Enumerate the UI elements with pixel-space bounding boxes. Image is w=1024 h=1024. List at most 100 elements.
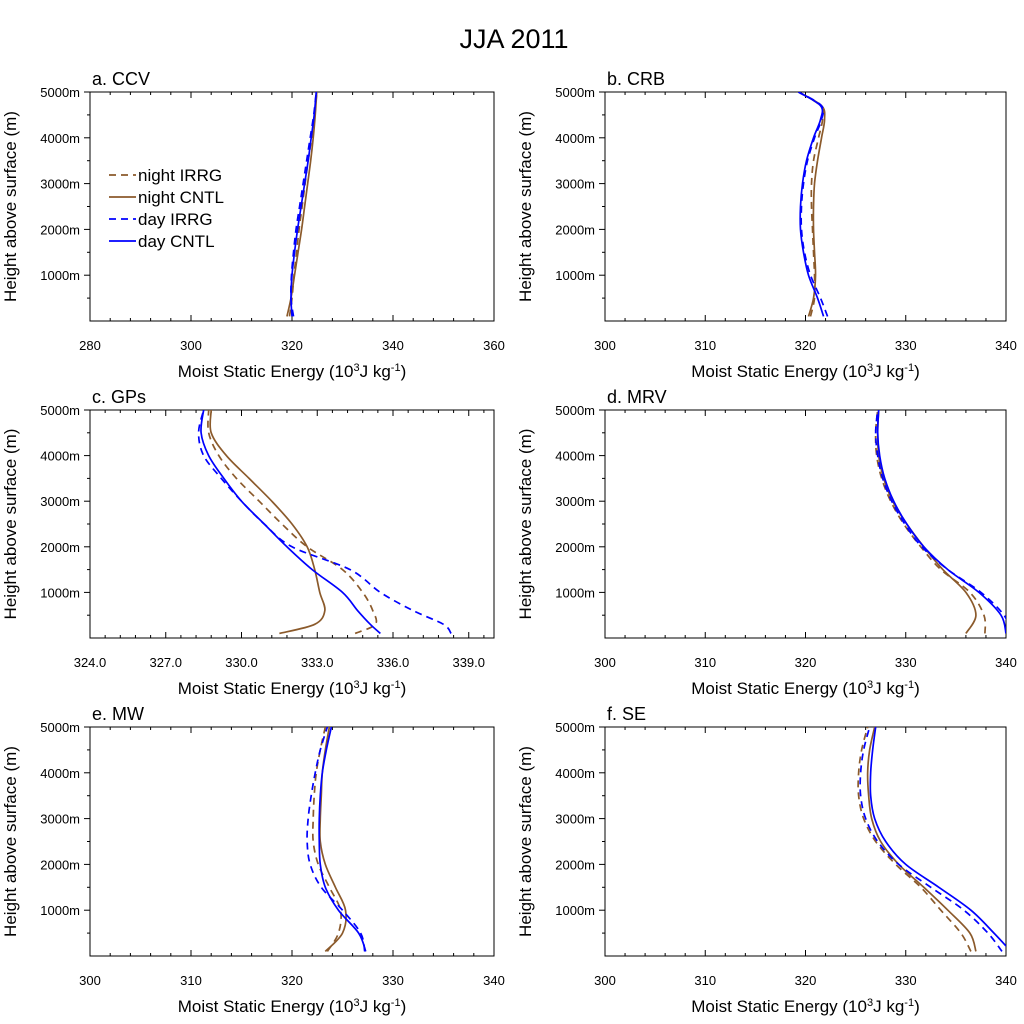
series-line-night-cntl xyxy=(866,727,977,952)
x-axis-label: Moist Static Energy (103J kg-1) xyxy=(178,679,407,698)
y-tick-label: 3000m xyxy=(555,494,595,509)
series-line-night-irrg xyxy=(857,727,972,952)
legend-label-night-irrg: night IRRG xyxy=(138,166,222,185)
legend-label-day-cntl: day CNTL xyxy=(138,232,215,251)
y-tick-label: 4000m xyxy=(555,449,595,464)
y-tick-label: 3000m xyxy=(40,812,80,827)
plot-frame xyxy=(604,91,1007,322)
x-tick-label: 320 xyxy=(795,973,817,988)
y-tick-label: 3000m xyxy=(555,177,595,192)
series-line-night-irrg xyxy=(207,410,378,635)
y-axis-label: Height above surface (m) xyxy=(1,746,20,937)
panel-title: e. MW xyxy=(92,704,144,724)
panel-ccv: a. CCV 280 300 320 340 360 1000m 2000m 3000m 4000… xyxy=(1,69,505,381)
y-tick-label: 5000m xyxy=(555,85,595,100)
x-tick-label: 330 xyxy=(382,973,404,988)
y-tick-label: 5000m xyxy=(40,85,80,100)
series-line-day-cntl xyxy=(200,410,381,635)
panel-title: d. MRV xyxy=(607,387,667,407)
series-line-day-cntl xyxy=(290,92,318,317)
panel-mw: e. MW 300 310 320 330 340 1000m 2000m 3000m 4000m… xyxy=(1,704,505,1016)
series-line-day-cntl xyxy=(798,92,825,317)
x-tick-label: 324.0 xyxy=(74,655,107,670)
x-tick-label: 360 xyxy=(483,338,505,353)
panels: a. CCV 280 300 320 340 360 1000m 2000m 3000m 4000… xyxy=(1,69,1017,1016)
legend: night IRRG night CNTL day IRRG day CNTL xyxy=(109,166,224,251)
series-line-night-irrg xyxy=(874,410,987,634)
x-tick-label: 300 xyxy=(79,973,101,988)
x-axis-label: Moist Static Energy (103J kg-1) xyxy=(691,679,920,698)
y-tick-label: 1000m xyxy=(40,585,80,600)
series-line-night-cntl xyxy=(286,92,318,317)
x-tick-label: 300 xyxy=(594,655,616,670)
figure-title: JJA 2011 xyxy=(459,24,568,54)
series-line-day-cntl xyxy=(869,727,1006,948)
x-tick-label: 336.0 xyxy=(377,655,410,670)
y-tick-label: 2000m xyxy=(555,540,595,555)
x-axis-label: Moist Static Energy (103J kg-1) xyxy=(178,997,407,1016)
y-tick-label: 3000m xyxy=(40,494,80,509)
panel-title: a. CCV xyxy=(92,69,150,89)
series-line-night-irrg xyxy=(798,92,825,317)
legend-label-day-irrg: day IRRG xyxy=(138,210,213,229)
y-tick-label: 4000m xyxy=(40,131,80,146)
x-tick-label: 330 xyxy=(895,338,917,353)
y-tick-label: 2000m xyxy=(555,857,595,872)
y-tick-label: 4000m xyxy=(40,449,80,464)
legend-label-night-cntl: night CNTL xyxy=(138,188,224,207)
series-line-day-irrg xyxy=(874,410,1006,621)
panel-gps: c. GPs 324.0 327.0 330.0 333.0 336.0 339.0 1000… xyxy=(1,387,495,698)
series-line-day-irrg xyxy=(197,410,452,634)
panel-se: f. SE 300 310 320 330 340 1000m 2000m 3000m 4000m… xyxy=(516,704,1017,1016)
series-line-night-cntl xyxy=(209,410,326,635)
x-axis-label: Moist Static Energy (103J kg-1) xyxy=(691,997,920,1016)
y-axis-label: Height above surface (m) xyxy=(516,429,535,620)
y-tick-label: 2000m xyxy=(40,857,80,872)
series-line-day-irrg xyxy=(290,92,318,317)
series-group xyxy=(798,92,829,317)
series-line-night-cntl xyxy=(798,92,826,317)
x-tick-label: 320 xyxy=(795,655,817,670)
x-tick-label: 340 xyxy=(995,338,1017,353)
y-tick-label: 3000m xyxy=(40,177,80,192)
y-axis-label: Height above surface (m) xyxy=(1,111,20,302)
series-group xyxy=(857,727,1006,952)
x-tick-label: 327.0 xyxy=(149,655,182,670)
series-line-day-cntl xyxy=(876,410,1006,634)
y-tick-label: 2000m xyxy=(40,222,80,237)
y-tick-label: 5000m xyxy=(40,720,80,735)
y-axis-label: Height above surface (m) xyxy=(516,111,535,302)
series-line-day-cntl xyxy=(318,727,367,952)
series-line-day-irrg xyxy=(859,727,1003,952)
x-tick-label: 310 xyxy=(694,973,716,988)
y-tick-label: 1000m xyxy=(555,268,595,283)
x-tick-label: 320 xyxy=(795,338,817,353)
y-tick-label: 1000m xyxy=(40,268,80,283)
x-tick-label: 330 xyxy=(895,973,917,988)
x-tick-label: 339.0 xyxy=(452,655,485,670)
x-tick-label: 340 xyxy=(382,338,404,353)
x-tick-label: 333.0 xyxy=(301,655,334,670)
x-tick-label: 340 xyxy=(483,973,505,988)
x-axis-label: Moist Static Energy (103J kg-1) xyxy=(178,362,407,381)
series-line-night-cntl xyxy=(876,410,977,634)
x-tick-label: 340 xyxy=(995,973,1017,988)
x-tick-label: 310 xyxy=(694,655,716,670)
panel-crb: b. CRB 300 310 320 330 340 1000m 2000m 3000m 4000… xyxy=(516,69,1017,381)
series-group xyxy=(197,410,452,635)
series-line-day-irrg xyxy=(798,92,829,317)
y-tick-label: 5000m xyxy=(555,720,595,735)
x-tick-label: 330 xyxy=(895,655,917,670)
y-tick-label: 4000m xyxy=(555,766,595,781)
x-axis-label: Moist Static Energy (103J kg-1) xyxy=(691,362,920,381)
series-group xyxy=(286,92,318,317)
y-tick-label: 2000m xyxy=(40,540,80,555)
y-tick-label: 5000m xyxy=(555,403,595,418)
y-axis-label: Height above surface (m) xyxy=(516,746,535,937)
series-group xyxy=(306,727,367,953)
y-tick-label: 4000m xyxy=(555,131,595,146)
x-tick-label: 310 xyxy=(180,973,202,988)
x-tick-label: 310 xyxy=(694,338,716,353)
x-tick-label: 300 xyxy=(594,338,616,353)
